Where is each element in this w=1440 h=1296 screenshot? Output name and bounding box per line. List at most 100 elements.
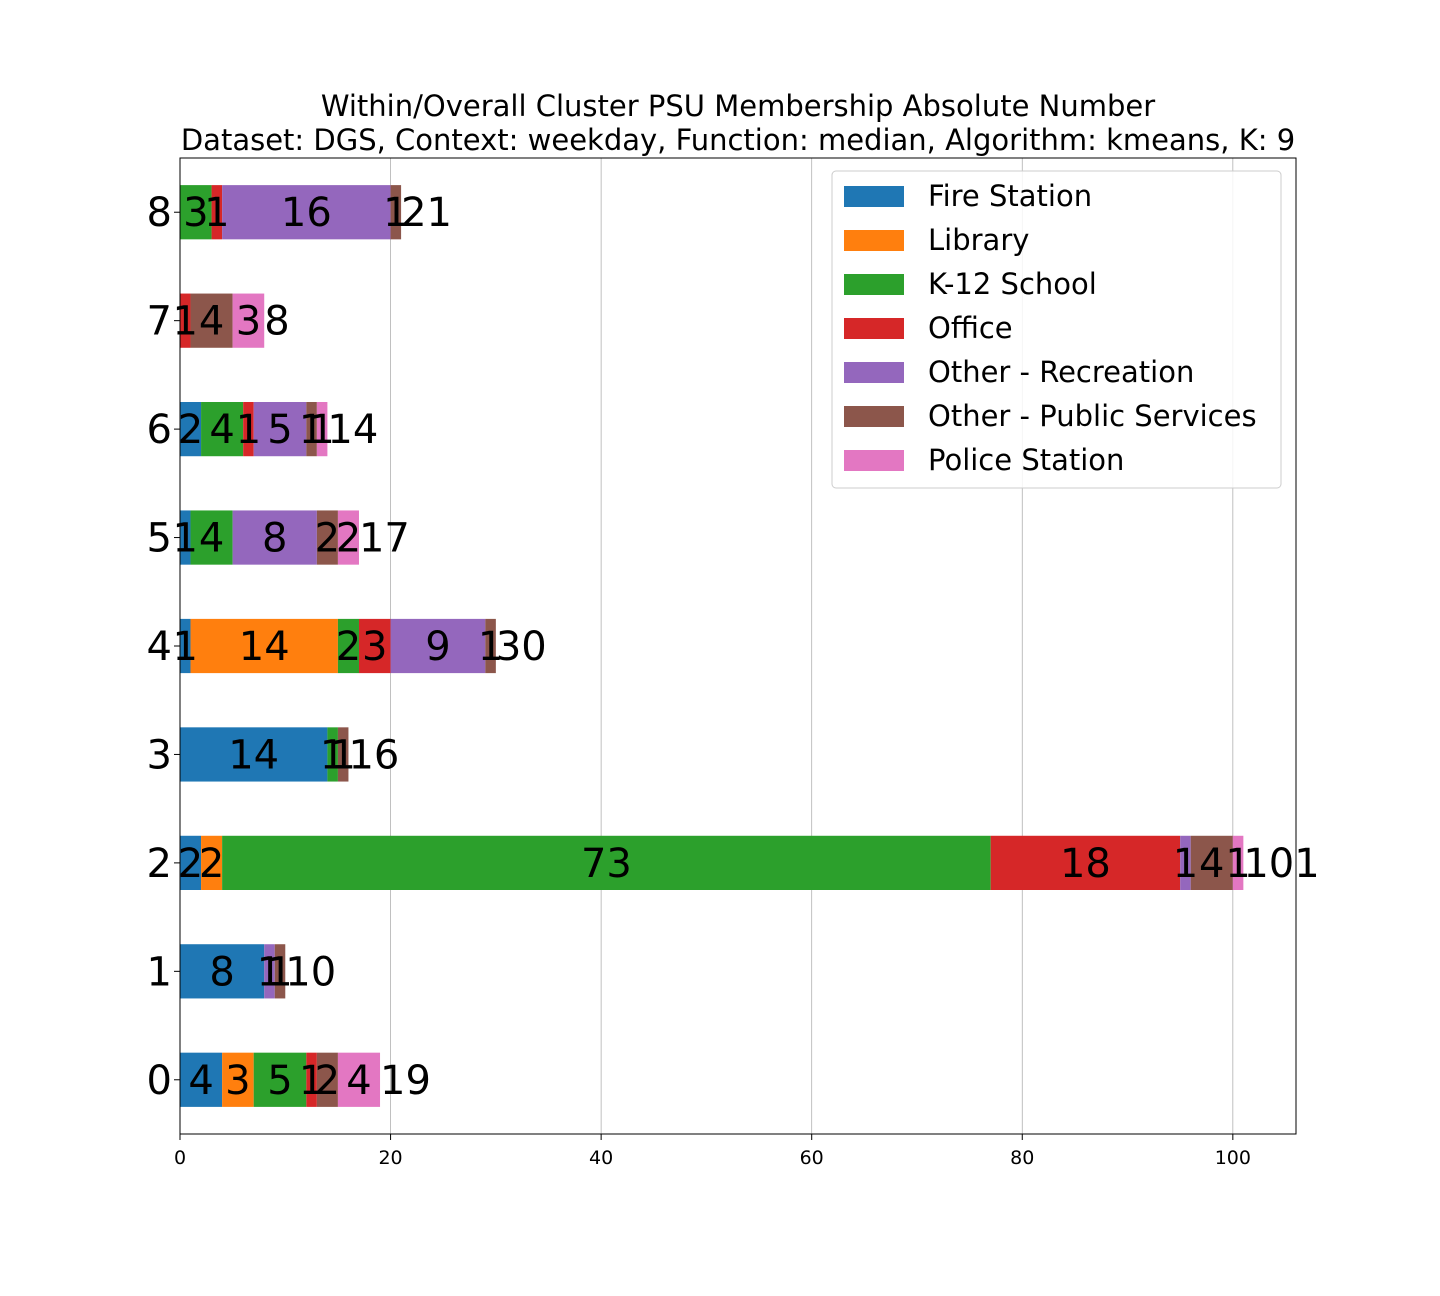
bar-segment [390,185,402,240]
bar-segment [190,293,233,348]
segment-value-label: 8 [262,516,287,562]
bar-segment [358,618,391,674]
segment-value-label: 4 [199,516,224,562]
x-tick-label: 60 [800,1147,824,1169]
segment-value-label: 2 [336,624,361,670]
bar-total-label: 21 [401,190,452,236]
bar-segment [211,185,223,240]
segment-value-label: 4 [188,1058,213,1104]
segment-value-label: 1 [478,624,503,670]
segment-value-label: 1 [267,949,292,995]
segment-value-label: 4 [199,299,224,345]
y-tick-label: 2 [147,841,172,887]
x-axis: 0 20 40 60 80 100 [174,1134,1251,1169]
bar-segment [337,618,359,674]
segment-value-label: 2 [178,407,203,453]
bar-segment [222,835,991,890]
bar-total-label: 8 [264,299,289,345]
legend-swatch [844,450,904,471]
segment-value-label: 1 [236,407,261,453]
x-tick-label: 100 [1215,1147,1251,1169]
y-tick-label: 8 [147,190,172,236]
legend-swatch [844,362,904,383]
bar-segment [180,1052,223,1107]
bar-segment [201,402,244,457]
bar-segment [337,727,349,782]
bar-segment [180,510,191,565]
legend-label: Fire Station [928,179,1092,213]
bar-segment [253,1052,307,1107]
segment-value-label: 1 [173,516,198,562]
segment-value-label: 14 [228,732,279,778]
bar-segment [180,402,202,457]
legend-swatch [844,186,904,207]
bar-segment [264,944,275,999]
segment-value-label: 2 [315,1058,340,1104]
segment-value-label: 1 [1173,841,1198,887]
legend: Fire Station Library K-12 School Office Othe… [831,170,1282,489]
segment-value-label: 3 [225,1058,250,1104]
segment-value-label: 2 [315,516,340,562]
x-tick-label: 80 [1010,1147,1034,1169]
legend-frame [831,170,1282,489]
bar-segment [1190,835,1233,890]
segment-value-label: 1 [173,624,198,670]
segment-value-label: 3 [362,624,387,670]
y-tick-label: 4 [147,624,172,670]
segment-value-label: 5 [267,1058,292,1104]
segment-value-label: 1 [330,732,355,778]
bar-segment [274,944,286,999]
y-tick-label: 7 [147,299,172,345]
y-axis: 0 1 2 3 4 5 6 7 8 [147,190,180,1104]
bar-segment [337,1052,381,1107]
bar-segment [316,1052,338,1107]
legend-label: Other - Recreation [928,355,1194,389]
bar-total-label: 17 [359,516,410,562]
bar-segment [190,618,338,674]
bar-segment [232,293,265,348]
segment-value-label: 5 [267,407,292,453]
segment-value-label: 3 [183,190,208,236]
bar-segment [390,618,486,674]
bar-segment [180,835,202,890]
bar-segment [485,618,496,674]
bar-total-label: 16 [348,732,399,778]
bar-segment [1180,835,1191,890]
bar-segment [990,835,1181,890]
bar-segment [180,185,212,240]
bar-segment [327,727,338,782]
segment-value-label: 1 [204,190,229,236]
bar-total-label: 101 [1243,841,1319,887]
bar-segment [1232,835,1244,890]
bars-group [180,185,1244,1107]
segment-value-label: 2 [199,841,224,887]
x-tick-label: 20 [378,1147,402,1169]
legend-swatch [844,230,904,251]
x-tick-label: 0 [174,1147,186,1169]
bar-segment [316,510,338,565]
bar-segment [190,510,233,565]
bar-segment [180,293,191,348]
segment-value-label: 4 [346,1058,371,1104]
bar-segment [201,835,223,890]
y-tick-label: 6 [147,407,172,453]
bar-segment [316,402,328,457]
segment-value-label: 1 [299,1058,324,1104]
segment-value-label: 3 [236,299,261,345]
bar-segment [180,944,265,999]
segment-value-label: 8 [209,949,234,995]
segment-value-label: 1 [299,407,324,453]
legend-label: K-12 School [928,267,1097,301]
bar-segment [337,510,359,565]
legend-swatch [844,318,904,339]
bar-total-label: 14 [327,407,378,453]
segment-value-label: 14 [239,624,290,670]
segment-value-label: 2 [336,516,361,562]
segment-value-label: 4 [209,407,234,453]
bar-segment [306,1052,317,1107]
bar-segment [253,402,307,457]
y-tick-label: 3 [147,732,172,778]
y-tick-label: 5 [147,516,172,562]
